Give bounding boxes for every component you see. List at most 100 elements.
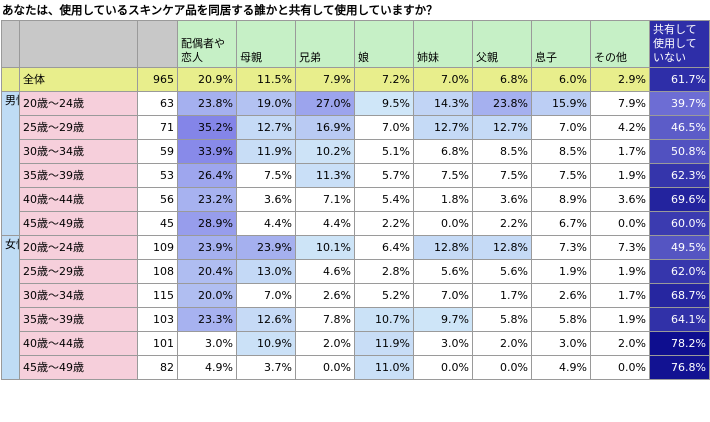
table-row: 25歳～29歳 71 35.2% 12.7% 16.9% 7.0% 12.7% 12.7% 7.… [2,115,710,140]
total-value: 7.0% [413,67,473,92]
not-shared-value: 50.8% [649,139,710,164]
data-cell: 8.5% [472,139,532,164]
data-cell: 12.8% [472,235,532,260]
data-cell: 4.4% [295,211,355,236]
age-label: 30歳～34歳 [19,283,138,308]
data-cell: 11.3% [295,163,355,188]
data-cell: 28.9% [177,211,237,236]
total-value: 6.0% [531,67,591,92]
data-cell: 23.8% [177,91,237,116]
data-cell: 1.8% [413,187,473,212]
crosstab-table: 配偶者や恋人 母親 兄弟娘姉妹 父親 息子 その他 共有して使用していない 全体 965 20.9… [1,20,710,380]
data-cell: 8.9% [531,187,591,212]
data-cell: 5.6% [472,259,532,284]
respondent-count: 59 [137,139,178,164]
respondent-count: 115 [137,283,178,308]
age-label: 35歳～39歳 [19,307,138,332]
data-cell: 7.3% [531,235,591,260]
data-cell: 6.7% [531,211,591,236]
data-cell: 0.0% [295,355,355,380]
data-cell: 7.3% [590,235,650,260]
respondent-count: 82 [137,355,178,380]
total-value: 7.2% [354,67,414,92]
total-gap [1,67,20,92]
age-label: 45歳～49歳 [19,211,138,236]
data-cell: 5.6% [413,259,473,284]
gender-label: 女性 [1,235,20,380]
data-cell: 5.4% [354,187,414,212]
header-corner [19,20,138,68]
table-row: 30歳～34歳 115 20.0% 7.0% 2.6% 5.2% 7.0% 1.7% 2.6% 1… [2,283,710,308]
respondent-count: 103 [137,307,178,332]
not-shared-value: 60.0% [649,211,710,236]
data-cell: 5.8% [472,307,532,332]
age-label: 45歳～49歳 [19,355,138,380]
data-cell: 4.6% [295,259,355,284]
data-cell: 11.9% [354,331,414,356]
data-cell: 2.2% [472,211,532,236]
total-row: 全体 965 20.9% 11.5% 7.9% 7.2% 7.0% 6.8% 6.0% 2.9% 6… [1,67,710,92]
data-cell: 7.5% [236,163,296,188]
data-cell: 12.7% [236,115,296,140]
data-cell: 27.0% [295,91,355,116]
data-cell: 2.6% [531,283,591,308]
total-n: 965 [137,67,178,92]
respondent-count: 63 [137,91,178,116]
not-shared-value: 78.2% [649,331,710,356]
column-header: 兄弟 [295,20,355,68]
respondent-count: 108 [137,259,178,284]
data-cell: 4.9% [531,355,591,380]
data-cell: 6.4% [354,235,414,260]
respondent-count: 45 [137,211,178,236]
data-cell: 0.0% [413,211,473,236]
not-shared-value: 64.1% [649,307,710,332]
age-label: 20歳～24歳 [19,91,138,116]
data-cell: 7.1% [295,187,355,212]
data-cell: 19.0% [236,91,296,116]
data-cell: 20.4% [177,259,237,284]
data-cell: 3.0% [413,331,473,356]
table-row: 35歳～39歳 53 26.4% 7.5% 11.3% 5.7% 7.5% 7.5% 7.5% 1… [2,163,710,188]
data-cell: 2.0% [590,331,650,356]
data-cell: 23.8% [472,91,532,116]
table-row: 40歳～44歳 101 3.0% 10.9% 2.0% 11.9% 3.0% 2.0% 3.0%… [2,331,710,356]
table-row: 45歳～49歳 82 4.9% 3.7% 0.0% 11.0% 0.0% 0.0% 4.9% 0.… [2,355,710,380]
data-cell: 4.4% [236,211,296,236]
not-shared-value: 62.0% [649,259,710,284]
total-value: 20.9% [177,67,237,92]
age-label: 35歳～39歳 [19,163,138,188]
total-value: 6.8% [472,67,532,92]
total-value: 7.9% [295,67,355,92]
data-cell: 5.2% [354,283,414,308]
data-cell: 20.0% [177,283,237,308]
table-row: 40歳～44歳 56 23.2% 3.6% 7.1% 5.4% 1.8% 3.6% 8.9% 3.… [2,187,710,212]
data-cell: 1.7% [590,283,650,308]
data-cell: 10.7% [354,307,414,332]
not-shared-value: 49.5% [649,235,710,260]
not-shared-value: 46.5% [649,115,710,140]
total-label: 全体 [19,67,138,92]
table-row: 25歳～29歳 108 20.4% 13.0% 4.6% 2.8% 5.6% 5.6% 1.9%… [2,259,710,284]
data-cell: 23.9% [177,235,237,260]
total-value: 61.7% [649,67,710,92]
data-cell: 7.5% [472,163,532,188]
data-cell: 2.0% [295,331,355,356]
data-cell: 9.5% [354,91,414,116]
data-cell: 15.9% [531,91,591,116]
respondent-count: 53 [137,163,178,188]
column-header: 母親 [236,20,296,68]
column-header: その他 [590,20,650,68]
not-shared-value: 68.7% [649,283,710,308]
column-header: 姉妹 [413,20,473,68]
respondent-count: 101 [137,331,178,356]
data-cell: 0.0% [590,355,650,380]
age-label: 30歳～34歳 [19,139,138,164]
table-row: 35歳～39歳 103 23.3% 12.6% 7.8% 10.7% 9.7% 5.8% 5.8… [2,307,710,332]
data-cell: 13.0% [236,259,296,284]
header-corner [1,20,20,68]
data-cell: 1.7% [590,139,650,164]
data-cell: 2.6% [295,283,355,308]
data-cell: 12.7% [472,115,532,140]
column-header: 息子 [531,20,591,68]
header-n [137,20,178,68]
